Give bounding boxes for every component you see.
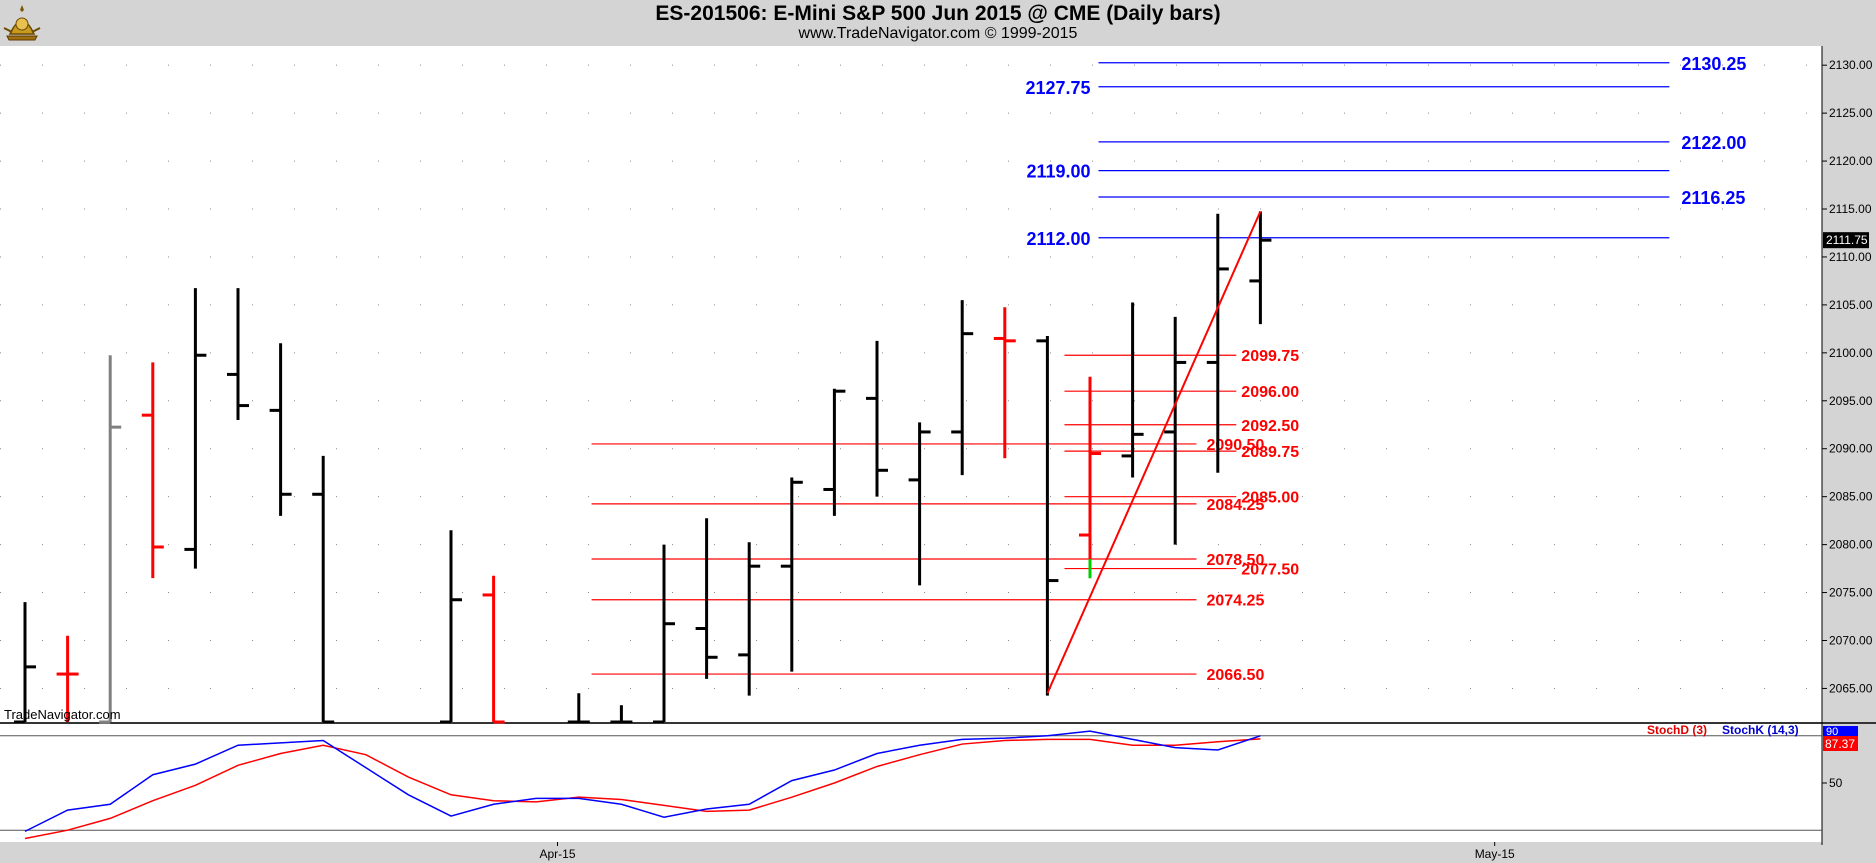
price-tick-label: 2115.00 [1829,202,1872,216]
blue-level-label: 2119.00 [1026,162,1090,182]
price-tick-label: 2110.00 [1829,250,1872,264]
price-tick-label: 2065.00 [1829,681,1873,695]
stoch-k-value-label: 90 [1826,726,1838,738]
price-tick-label: 2105.00 [1829,298,1873,312]
ohlc-bar [227,288,249,420]
ohlc-bar [738,542,761,696]
last-price-label: 2111.75 [1826,233,1868,247]
price-tick-label: 2125.00 [1829,106,1873,120]
x-axis-label: Apr-15 [539,847,575,861]
ohlc-bar [1079,376,1101,579]
ohlc-bar [269,343,292,516]
tradenavigator-logo-icon [3,5,41,41]
price-tick-label: 2095.00 [1829,394,1873,408]
blue-level-label: 2116.25 [1681,188,1745,208]
ohlc-bar [1249,211,1272,325]
watermark-label: TradeNavigator.com [4,707,121,722]
price-panel [0,46,1822,722]
ohlc-bar [440,530,462,724]
stoch-d-line [24,738,1261,840]
stoch-d-legend: StochD (3) [1647,723,1707,737]
ohlc-bar [993,307,1016,459]
red-level-label: 2090.50 [1207,437,1265,454]
ohlc-bar [866,340,888,497]
ohlc-bar [1164,316,1187,545]
chart-title: ES-201506: E-Mini S&P 500 Jun 2015 @ CME… [655,2,1221,25]
blue-level-label: 2112.00 [1026,229,1090,249]
ohlc-bar [695,518,718,679]
ohlc-bar [56,635,79,722]
price-tick-label: 2080.00 [1829,538,1873,552]
ohlc-bar [184,288,207,569]
trendline [1046,210,1262,694]
red-level-label: 2084.25 [1207,497,1265,514]
red-level-label: 2078.50 [1207,552,1265,569]
ohlc-bar [1206,213,1229,473]
ohlc-bar [1121,302,1144,478]
red-level-label: 2074.25 [1207,593,1265,610]
ohlc-bar [99,355,122,724]
red-level-label: 2092.50 [1241,418,1299,435]
ohlc-bar [141,362,164,579]
price-tick-label: 2075.00 [1829,586,1873,600]
chart-subtitle: www.TradeNavigator.com © 1999-2015 [798,25,1078,42]
red-level-label: 2077.50 [1241,562,1299,579]
stochastic-panel [0,724,1822,842]
stoch-d-value-label: 87.37 [1825,737,1855,751]
red-level-label: 2096.00 [1241,384,1299,401]
ohlc-bar [1036,336,1059,696]
ohlc-bar [908,422,931,586]
ohlc-bar [823,388,846,516]
blue-level-label: 2130.25 [1681,54,1746,74]
ohlc-bar [653,544,675,724]
ohlc-bar [780,477,803,672]
stoch-k-value-box [1823,726,1858,736]
ohlc-bar [14,602,36,724]
price-tick-label: 2090.00 [1829,442,1873,456]
ohlc-bar [482,575,505,724]
ohlc-bar [610,705,633,724]
chart-header: ES-201506: E-Mini S&P 500 Jun 2015 @ CME… [0,0,1876,46]
ohlc-bar [951,300,974,476]
red-level-label: 2089.75 [1241,444,1299,461]
price-tick-label: 2120.00 [1829,154,1873,168]
red-level-label: 2085.00 [1241,490,1299,507]
price-tick-label: 2070.00 [1829,633,1873,647]
stoch-d-value-box [1823,736,1858,751]
stoch-k-line [24,730,1261,833]
x-axis-label: May-15 [1475,847,1515,861]
price-tick-label: 2100.00 [1829,346,1873,360]
stoch-tick-label: 50 [1829,776,1843,790]
ohlc-bar [567,693,590,724]
red-level-label: 2066.50 [1207,667,1265,684]
price-tick-label: 2085.00 [1829,490,1873,504]
ohlc-bar [312,455,335,724]
blue-level-label: 2127.75 [1025,78,1090,98]
price-tick-label: 2130.00 [1829,58,1873,72]
red-level-label: 2099.75 [1241,348,1299,365]
blue-level-label: 2122.00 [1681,133,1746,153]
last-price-box [1823,232,1869,249]
stoch-k-legend: StochK (14,3) [1722,723,1799,737]
